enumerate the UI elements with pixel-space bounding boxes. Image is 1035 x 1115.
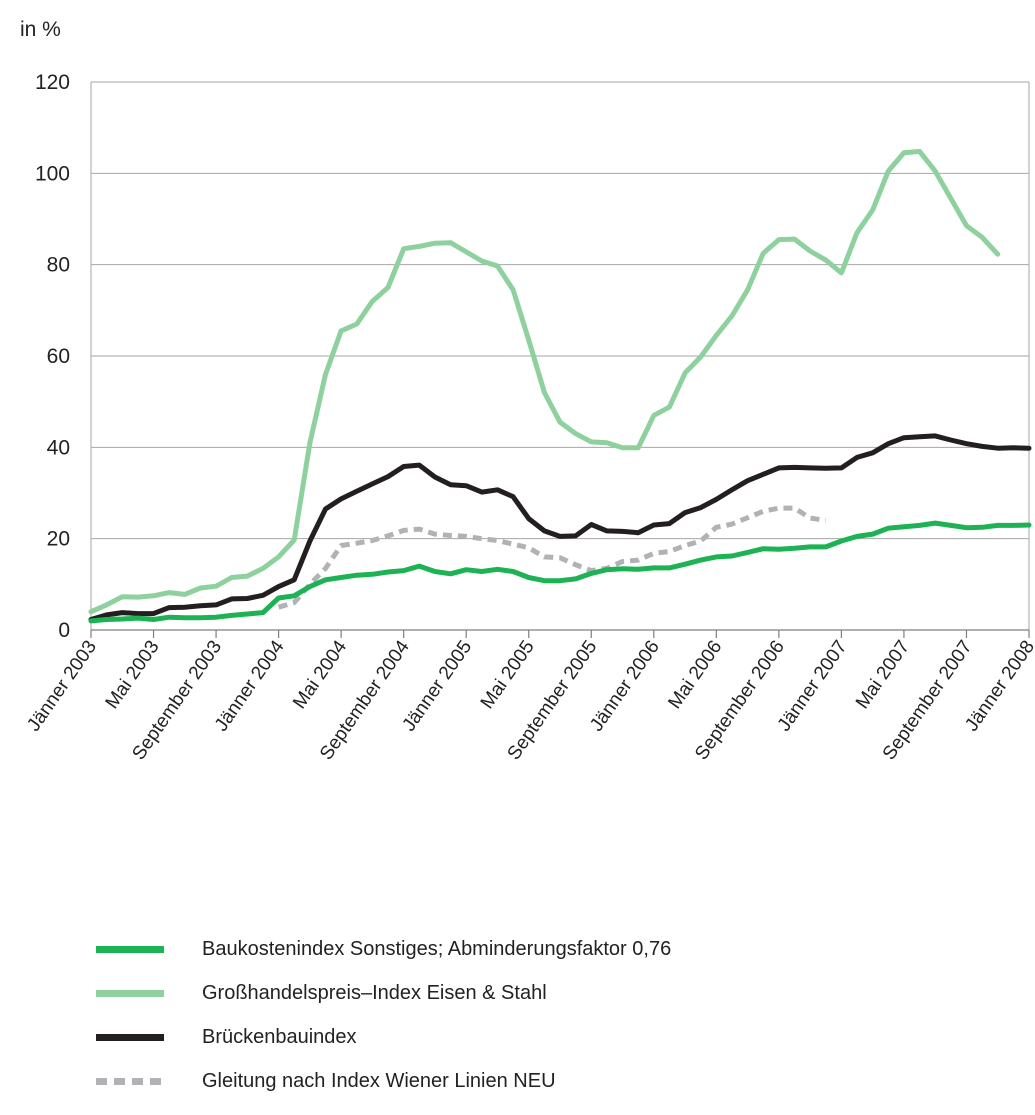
- legend-item-brueckenbauindex: Brückenbauindex: [96, 1016, 671, 1058]
- y-axis-unit-label: in %: [20, 18, 61, 41]
- legend-swatch-baukostenindex: [96, 945, 164, 953]
- x-tick-label: Mai 2006: [664, 637, 726, 713]
- legend-label-grosshandelspreis: Großhandelspreis–Index Eisen & Stahl: [202, 981, 547, 1004]
- x-tick-label: Mai 2007: [852, 637, 914, 713]
- series-line-1: [88, 148, 1001, 615]
- x-tick-label: Mai 2004: [289, 636, 351, 712]
- series-line-2: [88, 433, 1032, 622]
- y-tick-label: 40: [47, 436, 70, 459]
- legend-item-gleitung: Gleitung nach Index Wiener Linien NEU: [96, 1060, 671, 1102]
- series-line-0: [88, 520, 1032, 624]
- legend-label-baukostenindex: Baukostenindex Sonstiges; Abminderungsfa…: [202, 937, 672, 960]
- y-tick-label: 80: [47, 254, 70, 277]
- y-tick-label: 100: [35, 162, 70, 185]
- line-chart: in % 0 20 40 60 80 100 120 Jänner 2003 Mai 2003…: [20, 18, 1035, 764]
- series-line-3: [277, 505, 827, 610]
- y-tick-label: 120: [35, 71, 70, 94]
- legend-item-baukostenindex: Baukostenindex Sonstiges; Abminderungsfa…: [96, 928, 671, 970]
- legend: Baukostenindex Sonstiges; Abminderungsfa…: [96, 928, 671, 1104]
- x-tick-label: Jänner 2003: [23, 637, 101, 736]
- series-lines: [88, 148, 1032, 624]
- legend-swatch-grosshandelspreis: [96, 989, 164, 997]
- legend-swatch-brueckenbauindex: [96, 1033, 164, 1041]
- gridlines: [90, 81, 1030, 630]
- x-tick-label: Mai 2003: [102, 637, 164, 713]
- y-tick-label: 60: [47, 345, 70, 368]
- legend-label-gleitung: Gleitung nach Index Wiener Linien NEU: [202, 1069, 556, 1092]
- legend-swatch-gleitung: [96, 1077, 164, 1085]
- legend-item-grosshandelspreis: Großhandelspreis–Index Eisen & Stahl: [96, 972, 671, 1014]
- y-tick-label: 20: [47, 528, 70, 551]
- x-tick-label: Mai 2005: [477, 637, 539, 713]
- y-tick-label: 0: [58, 619, 70, 642]
- legend-label-brueckenbauindex: Brückenbauindex: [202, 1025, 357, 1048]
- y-axis-ticks: 0 20 40 60 80 100 120: [35, 71, 70, 642]
